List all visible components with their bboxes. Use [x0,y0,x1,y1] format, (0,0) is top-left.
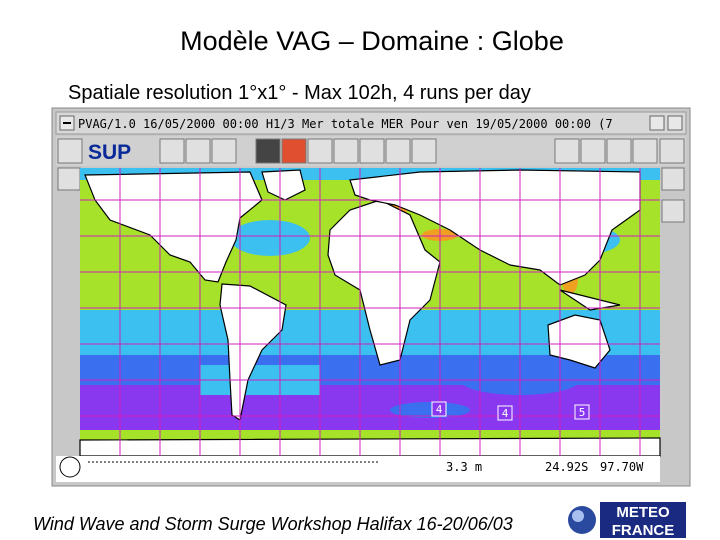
logo: METEO FRANCE [568,502,686,539]
status-bar: 3.3 m 24.92S 97.70W [56,456,660,482]
logo-text: FRANCE [612,522,675,539]
footer-text: Wind Wave and Storm Surge Workshop Halif… [33,514,513,534]
toolbar-buttons[interactable] [57,138,685,223]
wave-map: 4 4 5 [79,168,661,457]
slide-subtitle: Spatiale resolution 1°x1° - Max 102h, 4 … [68,82,531,104]
map-label: 4 [502,407,509,420]
status-value: 3.3 m [446,460,482,474]
map-grid [80,168,660,456]
toolbar-label[interactable]: SUP [88,141,131,164]
status-longitude: 97.70W [600,460,644,474]
slide-title: Modèle VAG – Domaine : Globe [180,26,564,56]
logo-text: METEO [616,504,670,521]
status-latitude: 24.92S [545,460,588,474]
window-title: PVAG/1.0 16/05/2000 00:00 H1/3 Mer total… [78,117,613,131]
map-label: 5 [579,406,586,419]
map-label: 4 [436,403,443,416]
